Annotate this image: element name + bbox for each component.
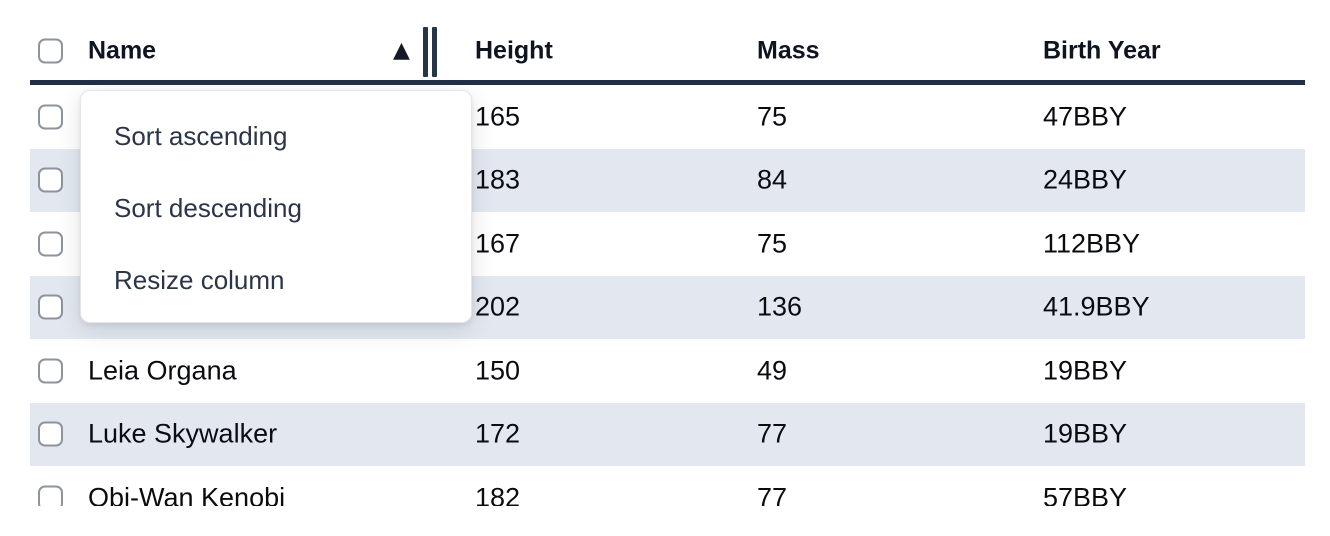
cell-mass: 75 <box>757 101 788 132</box>
column-header-height[interactable]: Height <box>475 36 553 65</box>
header-divider <box>30 80 1305 85</box>
table-row[interactable]: Leia Organa 150 49 19BBY <box>0 339 1330 403</box>
table-row[interactable]: 167 75 112BBY <box>0 212 1330 276</box>
cell-birth-year: 24BBY <box>1043 164 1128 195</box>
cell-height: 167 <box>475 228 521 259</box>
cell-name: Obi-Wan Kenobi <box>88 482 286 506</box>
column-actions-menu: Sort ascending Sort descending Resize co… <box>80 90 472 323</box>
cell-height: 172 <box>475 418 521 449</box>
row-checkbox[interactable] <box>38 294 63 320</box>
select-all-checkbox[interactable] <box>38 38 63 64</box>
column-header-birth-year[interactable]: Birth Year <box>1043 36 1161 65</box>
cell-mass: 77 <box>757 418 788 449</box>
menu-item-sort-ascending[interactable]: Sort ascending <box>114 120 288 151</box>
row-checkbox[interactable] <box>38 167 63 193</box>
cell-birth-year: 57BBY <box>1043 482 1128 506</box>
cell-height: 183 <box>475 164 521 195</box>
cell-birth-year: 19BBY <box>1043 418 1128 449</box>
cell-height: 165 <box>475 101 521 132</box>
cell-birth-year: 47BBY <box>1043 101 1128 132</box>
cell-name: Luke Skywalker <box>88 418 278 449</box>
column-header-name[interactable]: Name <box>88 36 157 65</box>
table-row[interactable]: 165 75 47BBY <box>0 85 1330 149</box>
cell-birth-year: 41.9BBY <box>1043 291 1150 322</box>
cell-mass: 75 <box>757 228 788 259</box>
menu-item-resize-column[interactable]: Resize column <box>114 264 285 295</box>
cell-mass: 77 <box>757 482 788 506</box>
row-checkbox[interactable] <box>38 231 63 257</box>
menu-item-sort-descending[interactable]: Sort descending <box>114 192 302 223</box>
cell-height: 150 <box>475 355 521 386</box>
cell-mass: 84 <box>757 164 788 195</box>
cell-birth-year: 112BBY <box>1043 228 1141 259</box>
table-scroll-area: Name ▲ Height Mass Birth Year 165 75 47B… <box>0 0 1330 506</box>
table-row[interactable]: Obi-Wan Kenobi 182 77 57BBY <box>0 466 1330 506</box>
table-header: Name ▲ Height Mass Birth Year <box>0 0 1330 85</box>
cell-height: 202 <box>475 291 521 322</box>
column-header-mass[interactable]: Mass <box>757 36 820 65</box>
cell-mass: 136 <box>757 291 803 322</box>
cell-mass: 49 <box>757 355 788 386</box>
row-checkbox[interactable] <box>38 485 63 506</box>
row-checkbox[interactable] <box>38 358 63 384</box>
column-resize-handle[interactable] <box>423 27 437 77</box>
table-row[interactable]: 202 136 41.9BBY <box>0 275 1330 340</box>
cell-name: Leia Organa <box>88 355 237 386</box>
row-checkbox[interactable] <box>38 421 63 447</box>
row-checkbox[interactable] <box>38 104 63 130</box>
table-body: 165 75 47BBY 183 84 24BBY 167 75 112BBY … <box>0 85 1330 506</box>
sort-ascending-icon: ▲ <box>393 38 410 63</box>
cell-birth-year: 19BBY <box>1043 355 1128 386</box>
table-row[interactable]: Luke Skywalker 172 77 19BBY <box>0 402 1330 467</box>
cell-height: 182 <box>475 482 521 506</box>
